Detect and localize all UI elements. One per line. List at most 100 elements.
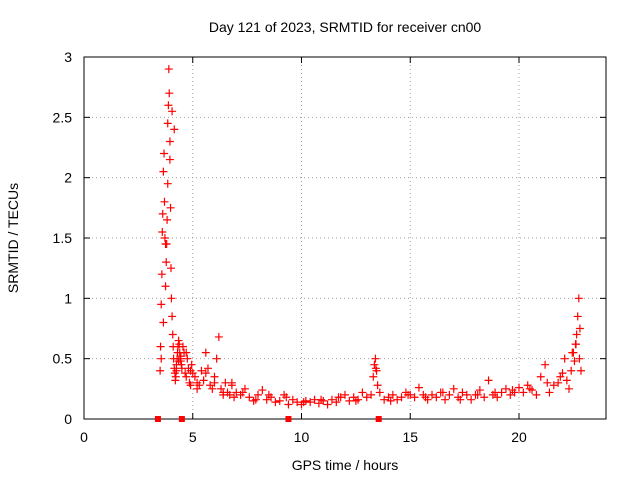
- data-point: [449, 384, 458, 393]
- data-point: [388, 390, 397, 399]
- data-point: [158, 227, 167, 236]
- x-tick-label: 15: [402, 429, 418, 445]
- x-tick-label: 5: [189, 429, 197, 445]
- data-point: [421, 393, 430, 402]
- data-point: [172, 366, 181, 375]
- data-point: [536, 372, 545, 381]
- data-point: [560, 354, 569, 363]
- data-point: [168, 330, 177, 339]
- data-point: [284, 400, 293, 409]
- chart-title: Day 121 of 2023, SRMTID for receiver cn0…: [209, 19, 482, 35]
- data-point: [570, 357, 579, 366]
- data-point: [519, 388, 528, 397]
- data-point: [203, 364, 212, 373]
- data-point: [562, 376, 571, 385]
- data-point: [159, 318, 168, 327]
- grid: [84, 57, 606, 419]
- data-point: [574, 294, 583, 303]
- y-axis-label: SRMTID / TECUs: [5, 183, 21, 293]
- data-point: [558, 369, 567, 378]
- data-point: [393, 395, 402, 404]
- data-point: [160, 149, 169, 158]
- data-point: [545, 388, 554, 397]
- data-point: [358, 388, 367, 397]
- data-point: [163, 179, 172, 188]
- y-tick-label: 1.5: [53, 230, 73, 246]
- data-point: [370, 360, 379, 369]
- data-point: [432, 393, 441, 402]
- gap-marker: [285, 416, 292, 422]
- data-point: [158, 209, 167, 218]
- data-point: [197, 366, 206, 375]
- data-point: [554, 378, 563, 387]
- data-point: [462, 390, 471, 399]
- data-point: [165, 155, 174, 164]
- data-point: [567, 366, 576, 375]
- data-point: [571, 340, 580, 349]
- data-point: [367, 390, 376, 399]
- data-point: [549, 381, 558, 390]
- data-point: [351, 396, 360, 405]
- axis-ticks: 0 5 10 15 20 0 0.5 1 1.5 2 2.5 3: [53, 49, 606, 445]
- data-point: [264, 390, 273, 399]
- data-point: [525, 384, 534, 393]
- data-point: [299, 398, 308, 407]
- data-point: [183, 354, 192, 363]
- data-point: [375, 388, 384, 397]
- data-point: [166, 203, 175, 212]
- data-point: [164, 65, 173, 74]
- data-point: [182, 372, 191, 381]
- data-point: [157, 354, 166, 363]
- data-point: [362, 393, 371, 402]
- data-point: [219, 390, 228, 399]
- data-point: [171, 372, 180, 381]
- data-point: [163, 119, 172, 128]
- data-point: [573, 312, 582, 321]
- data-point: [159, 167, 168, 176]
- data-point: [168, 107, 177, 116]
- x-tick-label: 0: [80, 429, 88, 445]
- data-point: [249, 396, 258, 405]
- data-point: [271, 398, 280, 407]
- data-point: [160, 234, 169, 242]
- data-point: [167, 294, 176, 303]
- data-point: [258, 386, 267, 395]
- data-point: [501, 384, 510, 393]
- data-point: [160, 197, 169, 206]
- data-point: [165, 137, 174, 146]
- data-point: [475, 386, 484, 395]
- data-point: [288, 395, 297, 404]
- data-point: [506, 390, 515, 399]
- x-tick-label: 20: [511, 429, 527, 445]
- data-point: [238, 388, 247, 397]
- data-point: [181, 369, 190, 378]
- data-point: [208, 384, 217, 393]
- data-point: [575, 354, 584, 363]
- data-point: [508, 386, 517, 395]
- data-point: [441, 395, 450, 404]
- data-point: [541, 360, 550, 369]
- data-point: [164, 101, 173, 110]
- y-tick-label: 2.5: [53, 109, 73, 125]
- data-point: [467, 395, 476, 404]
- data-point: [301, 396, 310, 405]
- data-point: [163, 215, 172, 224]
- data-point: [369, 372, 378, 381]
- data-point: [275, 396, 284, 405]
- data-point: [576, 366, 585, 375]
- data-point: [161, 240, 170, 249]
- data-point: [190, 372, 199, 381]
- data-point: [568, 348, 577, 357]
- data-point: [445, 390, 454, 399]
- data-point: [458, 388, 467, 397]
- data-point: [428, 390, 436, 399]
- data-point: [414, 383, 423, 392]
- data-point: [397, 393, 406, 402]
- data-point: [251, 395, 260, 404]
- data-point: [217, 384, 226, 393]
- data-point: [254, 390, 262, 399]
- data-point: [386, 396, 395, 405]
- y-tick-label: 2: [64, 170, 72, 186]
- data-point: [178, 342, 187, 351]
- data-point: [240, 384, 249, 393]
